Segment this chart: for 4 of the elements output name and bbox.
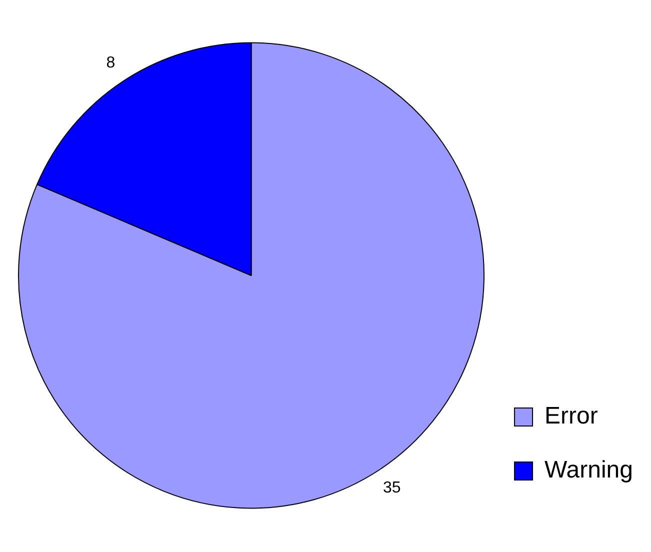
data-label: 8 — [106, 54, 116, 72]
data-label: 35 — [382, 479, 401, 496]
legend-label: Error — [544, 402, 598, 430]
legend-label: Warning — [544, 456, 634, 484]
